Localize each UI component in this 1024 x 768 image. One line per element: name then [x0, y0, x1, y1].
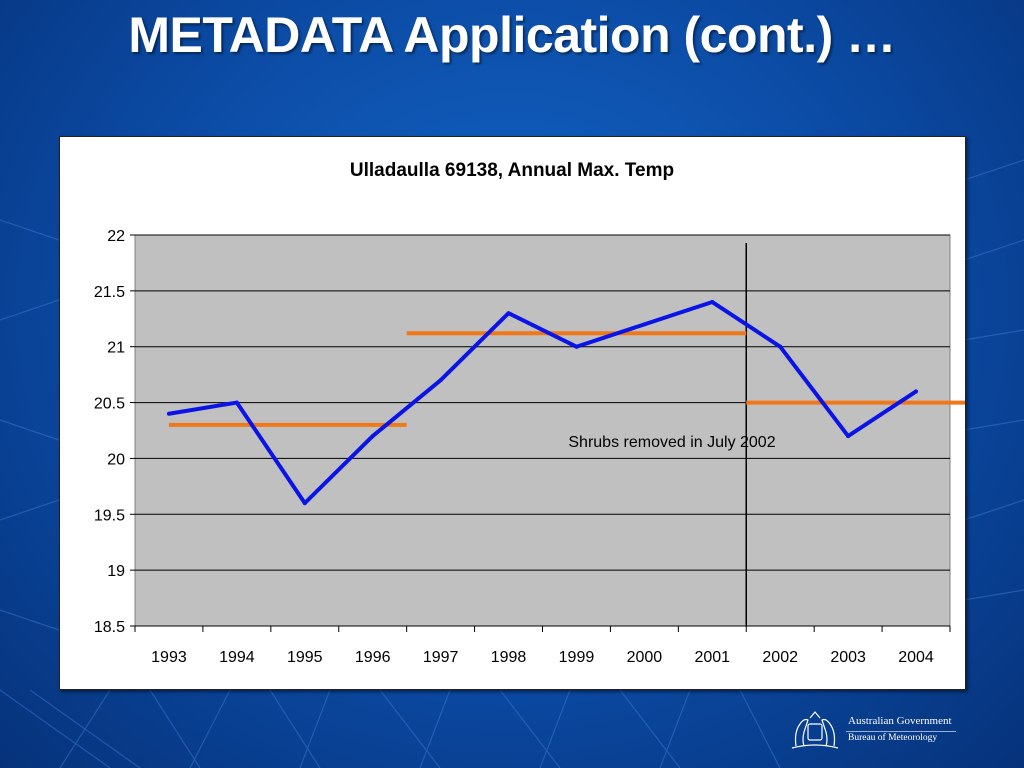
logo-line-2: Bureau of Meteorology — [848, 733, 938, 743]
data-point-2002 — [778, 344, 783, 349]
logo-divider — [846, 731, 956, 732]
x-tick-label: 2001 — [694, 649, 730, 666]
y-tick-label: 18.5 — [94, 619, 125, 636]
slide-title: METADATA Application (cont.) … — [128, 7, 896, 63]
x-tick-label: 1999 — [559, 649, 595, 666]
y-tick-label: 22 — [107, 228, 125, 245]
x-tick-label: 1994 — [219, 649, 255, 666]
x-tick-label: 1997 — [423, 649, 459, 666]
line-chart: Ulladaulla 69138, Annual Max. Temp 22 21.… — [94, 160, 965, 666]
x-tick-label: 1993 — [151, 649, 187, 666]
data-point-2000 — [642, 322, 647, 327]
data-point-1993 — [166, 411, 171, 416]
y-tick-label: 21 — [107, 340, 125, 357]
annotation-text: Shrubs removed in July 2002 — [568, 434, 775, 451]
logo-line-1: Australian Government — [848, 715, 952, 727]
x-tick-label: 2002 — [762, 649, 798, 666]
y-tick-label: 19 — [107, 563, 125, 580]
data-point-1995 — [302, 501, 307, 506]
data-point-1998 — [506, 311, 511, 316]
x-tick-label: 2004 — [898, 649, 934, 666]
chart-title: Ulladaulla 69138, Annual Max. Temp — [350, 160, 674, 181]
data-point-1994 — [234, 400, 239, 405]
y-tick-label: 20 — [107, 451, 125, 468]
x-tick-label: 1996 — [355, 649, 391, 666]
x-tick-label: 2000 — [627, 649, 663, 666]
y-tick-label: 20.5 — [94, 396, 125, 413]
coat-of-arms-icon — [791, 711, 839, 749]
chart-container: Ulladaulla 69138, Annual Max. Temp 22 21.… — [59, 136, 966, 690]
data-point-1999 — [574, 344, 579, 349]
y-tick-label: 19.5 — [94, 507, 125, 524]
data-point-1997 — [438, 378, 443, 383]
data-point-2001 — [710, 300, 715, 305]
data-point-1996 — [370, 434, 375, 439]
series-line — [168, 300, 918, 506]
y-tick-label: 21.5 — [94, 284, 125, 301]
x-tick-label: 2003 — [830, 649, 866, 666]
x-tick-label: 1998 — [491, 649, 527, 666]
data-point-2004 — [914, 389, 919, 394]
government-logo: Australian Government Bureau of Meteorol… — [786, 706, 966, 754]
plot-area — [134, 234, 951, 627]
data-point-2003 — [846, 434, 851, 439]
x-tick-label: 1995 — [287, 649, 323, 666]
